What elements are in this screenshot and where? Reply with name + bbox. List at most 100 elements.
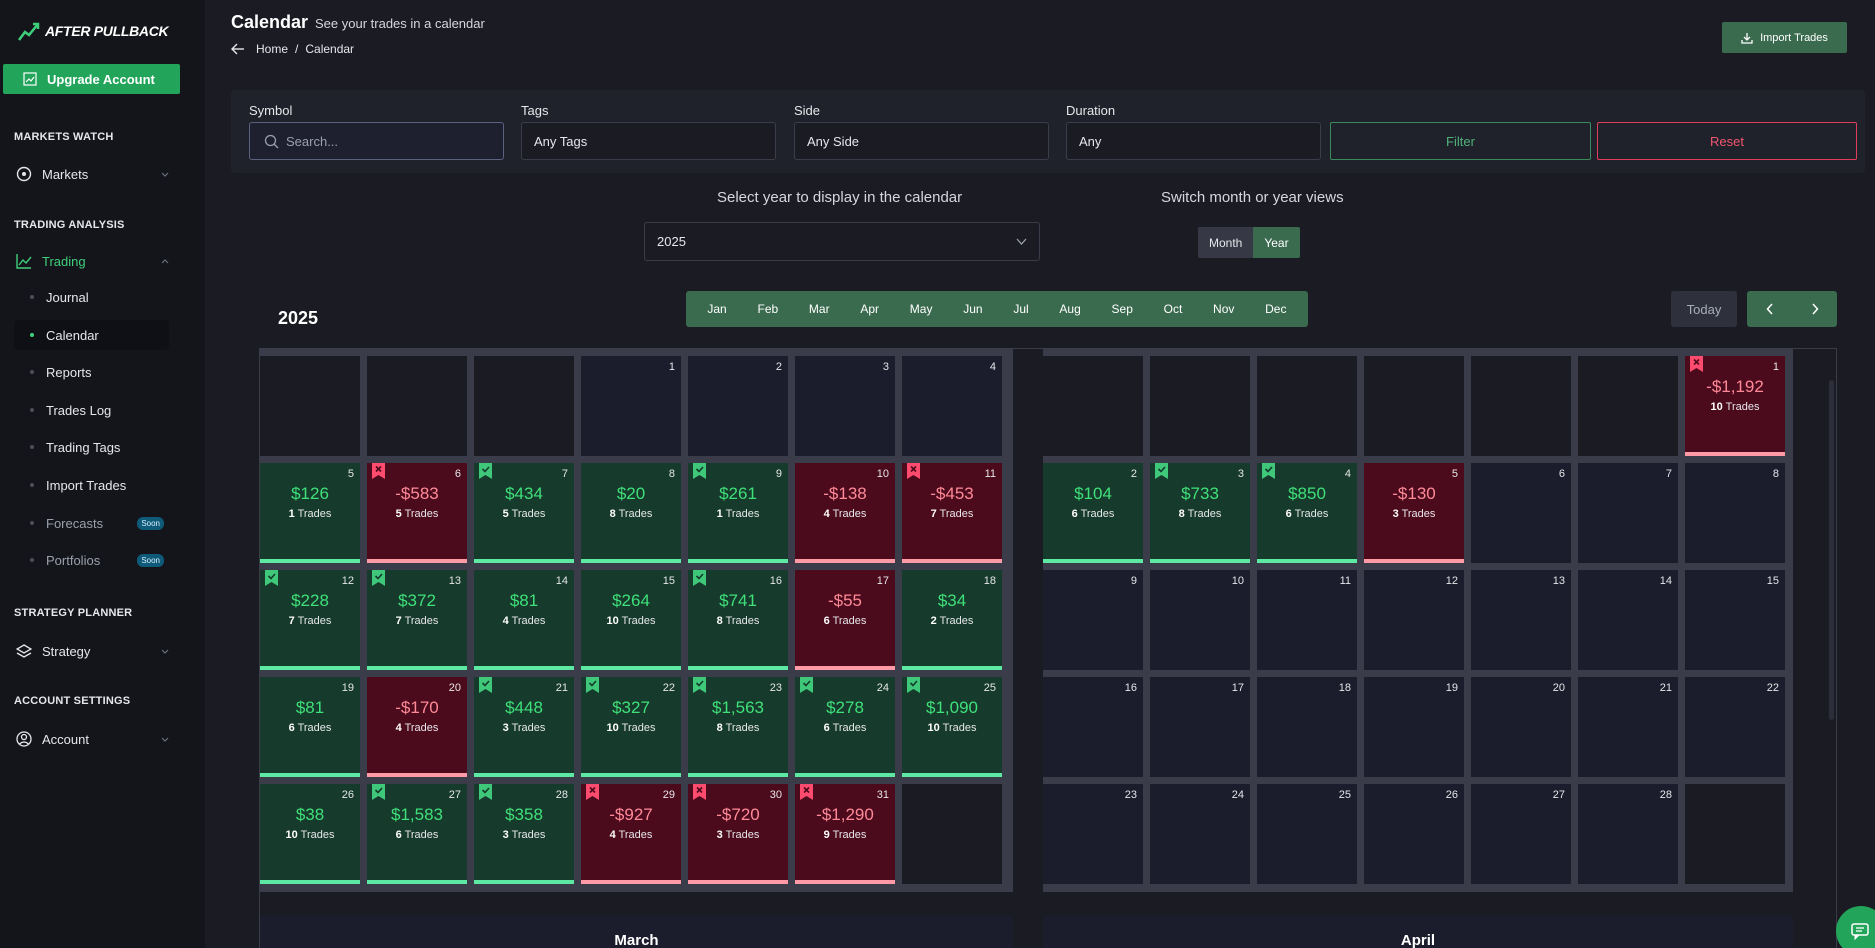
previous-button[interactable] <box>1747 291 1792 327</box>
today-button[interactable]: Today <box>1671 291 1737 327</box>
calendar-day-cell[interactable]: 27 <box>1471 784 1571 884</box>
calendar-day-cell[interactable]: 4 $850 6 Trades <box>1257 463 1357 563</box>
calendar-day-cell[interactable]: 16 $741 8 Trades <box>688 570 788 670</box>
sidebar-item-import-trades[interactable]: Import Trades <box>14 470 169 500</box>
sidebar-item-strategy[interactable]: Strategy <box>16 639 170 663</box>
side-select[interactable]: Any Side <box>794 122 1049 160</box>
calendar-day-cell[interactable]: 18 <box>1257 677 1357 777</box>
upgrade-account-button[interactable]: Upgrade Account <box>3 64 180 94</box>
calendar-day-cell[interactable]: 26 <box>1364 784 1464 884</box>
calendar-day-cell[interactable]: 24 $278 6 Trades <box>795 677 895 777</box>
calendar-day-cell[interactable]: 12 <box>1364 570 1464 670</box>
calendar-day-cell[interactable]: 10 -$138 4 Trades <box>795 463 895 563</box>
calendar-day-cell[interactable]: 6 <box>1471 463 1571 563</box>
calendar-day-cell[interactable]: 4 <box>902 356 1002 456</box>
calendar-day-cell[interactable]: 5 $126 1 Trades <box>260 463 360 563</box>
next-button[interactable] <box>1792 291 1837 327</box>
calendar-day-cell[interactable]: 15 <box>1685 570 1785 670</box>
calendar-day-cell[interactable]: 23 <box>1043 784 1143 884</box>
calendar-day-cell[interactable]: 21 <box>1578 677 1678 777</box>
calendar-day-cell[interactable]: 25 <box>1257 784 1357 884</box>
calendar-day-cell[interactable]: 25 $1,090 10 Trades <box>902 677 1002 777</box>
calendar-day-cell[interactable]: 7 $434 5 Trades <box>474 463 574 563</box>
month-button[interactable]: Mar <box>808 302 830 316</box>
calendar-day-cell[interactable]: 2 $104 6 Trades <box>1043 463 1143 563</box>
breadcrumb-home[interactable]: Home <box>256 42 289 56</box>
tags-select[interactable]: Any Tags <box>521 122 776 160</box>
sidebar-item-portfolios[interactable]: Portfolios Soon <box>14 545 169 575</box>
calendar-day-cell[interactable]: 13 <box>1471 570 1571 670</box>
calendar-day-cell[interactable]: 11 <box>1257 570 1357 670</box>
month-button[interactable]: Feb <box>757 302 779 316</box>
calendar-day-cell[interactable]: 15 $264 10 Trades <box>581 570 681 670</box>
calendar-day-cell[interactable]: 14 $81 4 Trades <box>474 570 574 670</box>
calendar-day-cell[interactable]: 18 $34 2 Trades <box>902 570 1002 670</box>
month-button[interactable]: May <box>909 302 933 316</box>
calendar-day-cell[interactable]: 9 <box>1043 570 1143 670</box>
sidebar-item-journal[interactable]: Journal <box>14 282 169 312</box>
symbol-search-input[interactable]: Search... <box>249 122 504 160</box>
calendar-day-cell[interactable]: 22 <box>1685 677 1785 777</box>
brand-logo[interactable]: AFTER PULLBACK <box>17 18 169 44</box>
calendar-day-cell[interactable]: 23 $1,563 8 Trades <box>688 677 788 777</box>
calendar-day-cell[interactable]: 28 <box>1578 784 1678 884</box>
calendar-day-cell[interactable]: 11 -$453 7 Trades <box>902 463 1002 563</box>
calendar-day-cell[interactable]: 22 $327 10 Trades <box>581 677 681 777</box>
calendar-day-cell[interactable]: 24 <box>1150 784 1250 884</box>
calendar-day-cell[interactable]: 7 <box>1578 463 1678 563</box>
sidebar-item-calendar[interactable]: Calendar <box>14 320 169 350</box>
month-button[interactable]: Nov <box>1213 302 1235 316</box>
calendar-day-cell[interactable]: 2 <box>688 356 788 456</box>
sidebar-item-account[interactable]: Account <box>16 727 170 751</box>
calendar-day-cell[interactable]: 16 <box>1043 677 1143 777</box>
calendar-day-cell[interactable]: 19 <box>1364 677 1464 777</box>
chat-support-button[interactable] <box>1836 906 1875 948</box>
calendar-day-cell[interactable]: 17 <box>1150 677 1250 777</box>
calendar-day-cell[interactable]: 8 <box>1685 463 1785 563</box>
sidebar-item-markets[interactable]: Markets <box>16 162 170 186</box>
calendar-day-cell[interactable]: 8 $20 8 Trades <box>581 463 681 563</box>
month-button[interactable]: Sep <box>1111 302 1133 316</box>
calendar-day-cell[interactable]: 28 $358 3 Trades <box>474 784 574 884</box>
month-button[interactable]: Dec <box>1265 302 1287 316</box>
calendar-day-cell[interactable]: 6 -$583 5 Trades <box>367 463 467 563</box>
month-button[interactable]: Jul <box>1013 302 1029 316</box>
year-select[interactable]: 2025 <box>644 222 1040 261</box>
sidebar-item-forecasts[interactable]: Forecasts Soon <box>14 508 169 538</box>
calendar-day-cell[interactable]: 14 <box>1578 570 1678 670</box>
calendar-day-cell[interactable]: 1 -$1,192 10 Trades <box>1685 356 1785 456</box>
calendar-day-cell[interactable]: 3 $733 8 Trades <box>1150 463 1250 563</box>
month-button[interactable]: Oct <box>1163 302 1183 316</box>
calendar-day-cell[interactable]: 12 $228 7 Trades <box>260 570 360 670</box>
calendar-day-cell[interactable]: 20 <box>1471 677 1571 777</box>
month-view-button[interactable]: Month <box>1198 227 1254 258</box>
calendar-day-cell[interactable]: 29 -$927 4 Trades <box>581 784 681 884</box>
calendar-day-cell[interactable]: 20 -$170 4 Trades <box>367 677 467 777</box>
import-trades-button[interactable]: Import Trades <box>1722 22 1847 53</box>
reset-button[interactable]: Reset <box>1597 122 1857 160</box>
calendar-day-cell[interactable]: 17 -$55 6 Trades <box>795 570 895 670</box>
calendar-day-cell[interactable]: 26 $38 10 Trades <box>260 784 360 884</box>
calendar-scrollbar[interactable] <box>1829 380 1834 720</box>
calendar-day-cell[interactable]: 21 $448 3 Trades <box>474 677 574 777</box>
calendar-day-cell[interactable]: 30 -$720 3 Trades <box>688 784 788 884</box>
sidebar-item-trading-tags[interactable]: Trading Tags <box>14 432 169 462</box>
calendar-day-cell[interactable]: 19 $81 6 Trades <box>260 677 360 777</box>
calendar-day-cell[interactable]: 1 <box>581 356 681 456</box>
calendar-day-cell[interactable]: 5 -$130 3 Trades <box>1364 463 1464 563</box>
month-button[interactable]: Jun <box>963 302 983 316</box>
arrow-left-icon[interactable] <box>231 43 245 55</box>
calendar-day-cell[interactable]: 13 $372 7 Trades <box>367 570 467 670</box>
calendar-day-cell[interactable]: 27 $1,583 6 Trades <box>367 784 467 884</box>
sidebar-item-trading[interactable]: Trading <box>16 249 170 273</box>
calendar-day-cell[interactable]: 3 <box>795 356 895 456</box>
calendar-day-cell[interactable]: 31 -$1,290 9 Trades <box>795 784 895 884</box>
sidebar-item-trades-log[interactable]: Trades Log <box>14 395 169 425</box>
sidebar-item-reports[interactable]: Reports <box>14 357 169 387</box>
month-button[interactable]: Jan <box>707 302 727 316</box>
year-view-button[interactable]: Year <box>1253 227 1300 258</box>
month-button[interactable]: Apr <box>860 302 880 316</box>
duration-select[interactable]: Any <box>1066 122 1321 160</box>
filter-button[interactable]: Filter <box>1330 122 1591 160</box>
calendar-day-cell[interactable]: 10 <box>1150 570 1250 670</box>
